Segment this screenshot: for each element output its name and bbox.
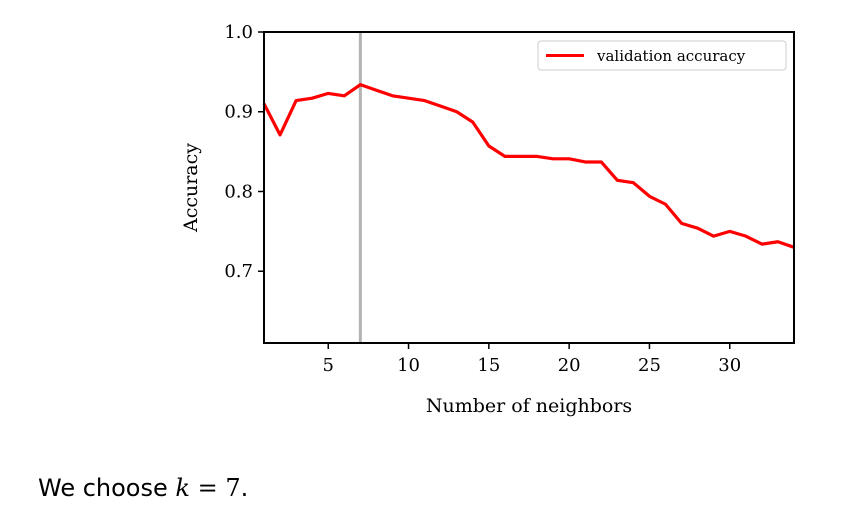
y-axis-ticks: 0.7 0.8 0.9 1.0 (224, 22, 264, 282)
x-axis-ticks: 5 10 15 20 25 30 (323, 343, 741, 376)
x-tick-label: 30 (718, 355, 741, 376)
y-axis-label: Accuracy (180, 143, 202, 233)
y-tick-label: 0.8 (224, 181, 253, 202)
x-tick-label: 25 (638, 355, 661, 376)
legend-box (537, 40, 787, 71)
y-tick-label: 0.7 (224, 261, 253, 282)
x-axis-label: Number of neighbors (426, 395, 632, 417)
series-layer (262, 83, 795, 249)
caption-operator: = (189, 474, 226, 502)
y-tick-label: 0.9 (224, 102, 253, 123)
caption-variable: k (175, 474, 190, 502)
caption-math: k = 7 (175, 474, 240, 502)
x-tick-label: 15 (477, 355, 500, 376)
caption: We choose k = 7. (38, 474, 248, 502)
legend-entry-label: validation accuracy (596, 47, 746, 65)
accuracy-chart: 5 10 15 20 25 30 0.7 0.8 0.9 1.0 Number of neigh… (180, 22, 795, 417)
plot-frame (263, 31, 795, 344)
series-line-validation-accuracy (262, 83, 795, 249)
x-tick-label: 10 (397, 355, 420, 376)
caption-value: 7 (225, 474, 241, 502)
legend: validation accuracy (537, 40, 787, 71)
caption-prefix: We choose (38, 474, 176, 502)
x-tick-label: 5 (323, 355, 334, 376)
x-tick-label: 20 (558, 355, 581, 376)
caption-suffix: . (240, 474, 249, 502)
y-tick-label: 1.0 (224, 22, 253, 43)
